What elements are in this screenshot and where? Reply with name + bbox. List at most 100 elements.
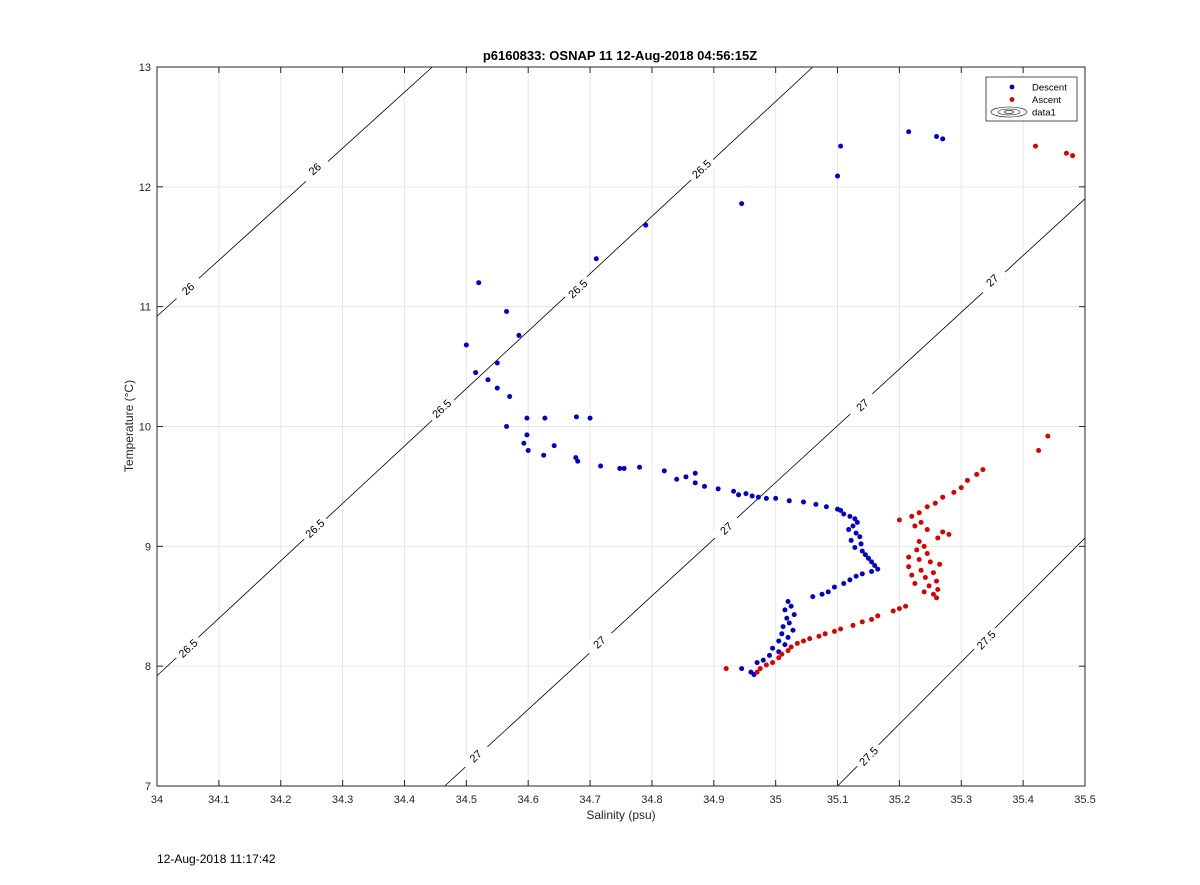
- data-point-descent: [813, 501, 819, 507]
- data-point-ascent: [926, 583, 932, 589]
- data-point-descent: [846, 527, 852, 533]
- data-point-ascent: [869, 616, 875, 622]
- contour-label-background: [172, 632, 204, 664]
- data-point-descent: [838, 507, 844, 513]
- data-point-descent: [859, 548, 865, 554]
- data-point-ascent: [916, 510, 922, 516]
- data-point-descent: [504, 424, 510, 429]
- data-point-ascent: [909, 572, 915, 578]
- data-point-descent: [906, 129, 912, 135]
- legend-label-descent: Descent: [1032, 83, 1067, 94]
- legend-label-data1: data1: [1032, 108, 1056, 119]
- data-point-ascent: [822, 631, 828, 637]
- data-point-ascent: [875, 613, 881, 619]
- data-point-ascent: [850, 622, 856, 628]
- data-point-descent: [575, 458, 581, 464]
- data-point-ascent: [807, 636, 813, 642]
- data-point-ascent: [914, 547, 920, 553]
- data-point-descent: [784, 615, 790, 621]
- contour-line-27.5: [837, 537, 1086, 787]
- data-point-ascent: [912, 523, 918, 529]
- data-point-descent: [940, 136, 946, 142]
- data-point-descent: [776, 638, 782, 644]
- data-point-ascent: [937, 561, 943, 567]
- data-point-ascent: [770, 660, 776, 666]
- data-point-descent: [838, 143, 844, 149]
- data-point-descent: [786, 620, 792, 626]
- data-point-ascent: [1036, 447, 1042, 453]
- data-point-ascent: [912, 580, 918, 586]
- data-point-descent: [823, 504, 829, 510]
- data-point-descent: [754, 660, 760, 666]
- data-point-descent: [593, 256, 599, 262]
- data-point-ascent: [980, 467, 986, 473]
- chart-title: p6160833: OSNAP 11 12-Aug-2018 04:56:15Z: [483, 48, 757, 63]
- data-point-descent: [773, 495, 779, 501]
- data-point-descent: [731, 488, 737, 494]
- data-point-descent: [854, 519, 860, 525]
- contour-label-background: [425, 393, 458, 424]
- contour-label-background: [976, 265, 1008, 296]
- data-point-ascent: [927, 559, 933, 565]
- data-point-descent: [637, 464, 643, 470]
- data-point-descent: [853, 573, 859, 579]
- data-point-descent: [521, 440, 527, 446]
- data-point-ascent: [906, 564, 912, 570]
- x-tick-label: 34.3: [332, 794, 353, 806]
- data-point-descent: [702, 483, 708, 489]
- data-point-ascent: [831, 628, 837, 634]
- data-point-descent: [494, 385, 500, 391]
- data-point-ascent: [916, 557, 922, 563]
- data-point-ascent: [921, 589, 927, 595]
- data-point-descent: [749, 493, 755, 499]
- data-point-ascent: [890, 608, 896, 614]
- data-point-descent: [810, 594, 816, 600]
- contour-label-background: [710, 513, 742, 544]
- data-point-descent: [850, 523, 856, 529]
- data-point-ascent: [918, 567, 924, 573]
- data-point-descent: [858, 541, 864, 547]
- data-point-descent: [869, 568, 875, 574]
- contour-line-26.5: [156, 66, 814, 677]
- data-point-descent: [587, 415, 593, 421]
- data-point-ascent: [776, 655, 782, 661]
- data-point-descent: [760, 657, 766, 663]
- data-point-descent: [524, 415, 530, 421]
- data-point-descent: [857, 534, 863, 540]
- contour-line-26: [156, 66, 433, 317]
- data-point-descent: [516, 332, 522, 338]
- data-point-descent: [494, 360, 500, 366]
- data-point-descent: [785, 634, 791, 640]
- x-tick-label: 35.4: [1012, 794, 1033, 806]
- data-point-ascent: [940, 529, 946, 535]
- y-axis-label: Temperature (°C): [122, 380, 136, 472]
- data-point-descent: [780, 624, 786, 630]
- data-point-descent: [551, 443, 557, 449]
- legend-box: [985, 76, 1078, 122]
- data-point-ascent: [934, 595, 940, 601]
- data-point-ascent: [951, 489, 957, 495]
- data-point-ascent: [958, 485, 964, 491]
- data-point-descent: [541, 452, 547, 458]
- data-point-descent: [683, 474, 689, 480]
- data-point-descent: [507, 394, 513, 400]
- data-point-descent: [692, 480, 698, 486]
- data-point-descent: [788, 603, 794, 609]
- data-point-ascent: [754, 669, 760, 675]
- grid-lines: [156, 66, 1086, 787]
- x-axis-label: Salinity (psu): [586, 808, 655, 822]
- data-point-descent: [755, 494, 761, 500]
- data-point-ascent: [903, 603, 909, 609]
- data-point-ascent: [909, 513, 915, 519]
- data-point-descent: [934, 134, 940, 140]
- x-tick-label: 35: [770, 794, 782, 806]
- data-point-ascent: [788, 644, 794, 650]
- data-point-ascent: [930, 570, 936, 576]
- data-point-descent: [485, 377, 491, 383]
- y-tick-label: 7: [145, 781, 151, 793]
- contour-line-27: [444, 198, 1086, 787]
- data-point-descent: [852, 545, 858, 551]
- data-point-descent: [674, 476, 680, 482]
- data-point-descent: [853, 530, 859, 536]
- data-point-descent: [621, 465, 627, 471]
